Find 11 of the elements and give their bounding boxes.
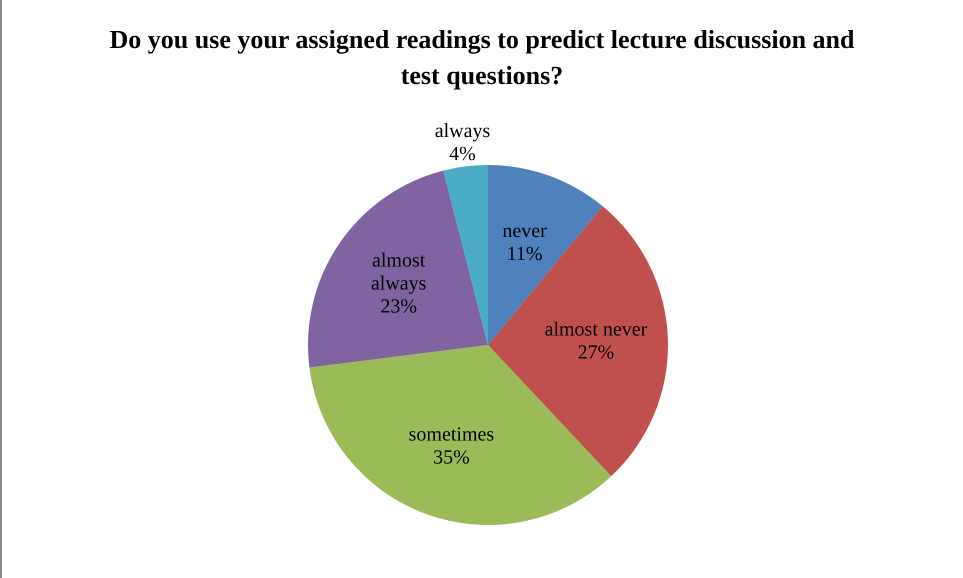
slice-label: always [434,120,490,142]
data-label: 11% [506,243,543,266]
slice-label: almost always [370,250,427,295]
data-label: 4% [449,142,476,165]
data-label: 23% [380,296,418,318]
data-label: 35% [433,446,470,468]
data-label: 27% [578,341,614,364]
chart-title: Do you use your assigned readings to predict lecture discussion and test questions? [108,24,856,92]
slice-label: never [502,220,548,242]
slice-label: sometimes [408,423,494,446]
slice-label: almost never [544,318,648,340]
